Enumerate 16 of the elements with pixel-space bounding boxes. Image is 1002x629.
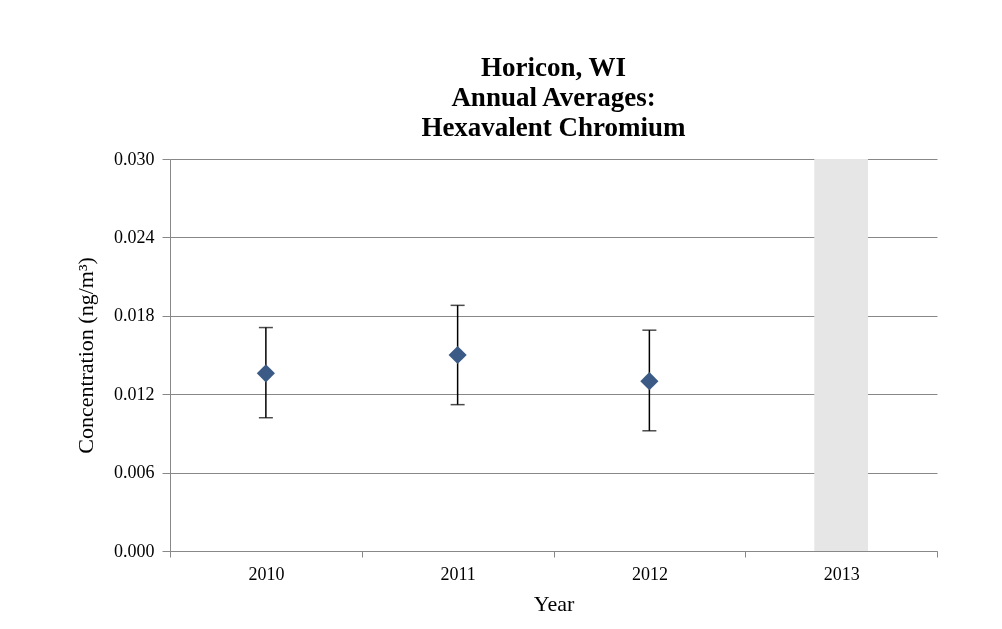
point (256, 364, 275, 383)
y-tick-label: 0.024 (114, 226, 155, 247)
point (640, 372, 659, 391)
x-tick-label: 2010 (248, 563, 285, 584)
y-tick-label: 0.030 (114, 148, 155, 169)
chart-title: Horicon, WI Annual Averages: Hexavalent Chromium (421, 52, 687, 142)
y-tick-label: 0.000 (114, 540, 155, 561)
x-axis-title: Year (533, 590, 575, 616)
y-axis-title: Concentration (ng/m³) (73, 257, 98, 454)
x-tick-label: 2012 (631, 563, 668, 584)
y-tick-label: 0.018 (114, 305, 155, 326)
y-tick-label: 0.012 (114, 383, 155, 404)
x-tick-label: 2011 (440, 563, 476, 584)
x-tick-label: 2013 (823, 563, 860, 584)
point (448, 345, 467, 365)
y-tick-label: 0.006 (114, 462, 155, 483)
